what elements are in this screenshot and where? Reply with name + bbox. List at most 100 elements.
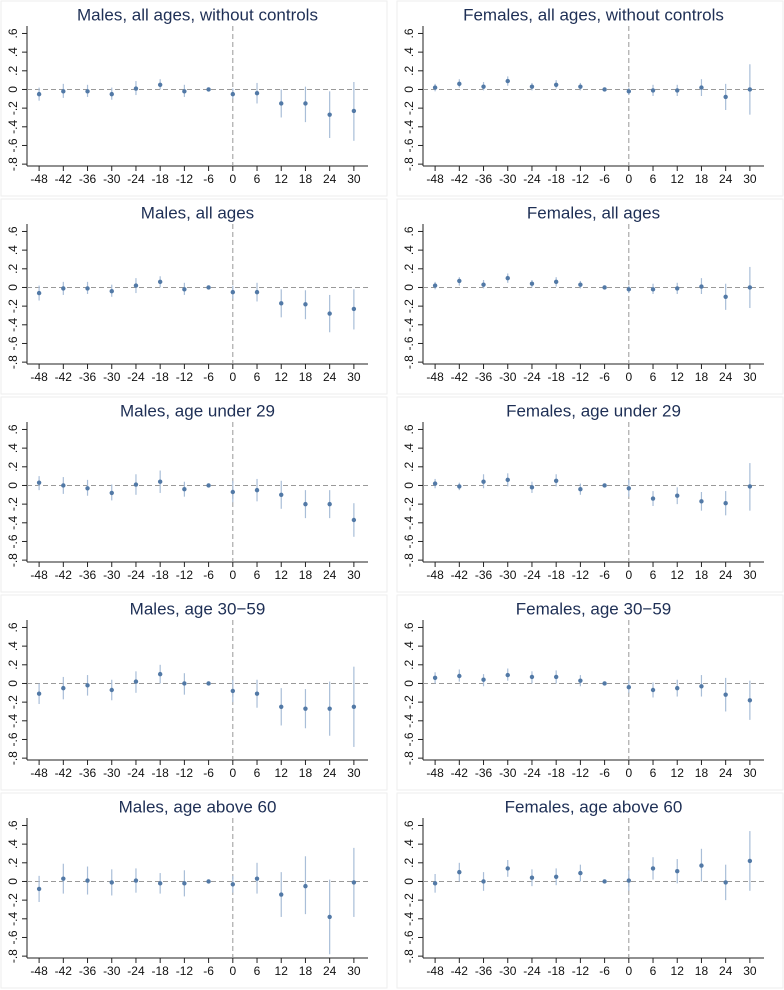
point-estimate bbox=[36, 480, 42, 485]
point-estimate bbox=[626, 287, 632, 292]
point-estimate bbox=[602, 483, 607, 488]
x-tick-label: -30 bbox=[103, 964, 121, 978]
point-estimate bbox=[699, 85, 704, 90]
x-tick-label: -48 bbox=[426, 172, 444, 186]
panel-frame bbox=[0, 0, 388, 197]
point-estimate bbox=[279, 704, 284, 709]
point-estimate bbox=[481, 677, 486, 682]
y-tick-label: -.8 bbox=[402, 157, 416, 171]
point-estimate bbox=[279, 301, 284, 306]
panel-title: Females, all ages bbox=[527, 203, 660, 222]
point-estimate bbox=[529, 485, 535, 490]
x-tick-label: -24 bbox=[523, 766, 541, 780]
point-estimate bbox=[723, 94, 728, 100]
point-estimate bbox=[109, 490, 114, 496]
x-tick-label: 24 bbox=[719, 172, 733, 186]
point-estimate bbox=[182, 487, 187, 492]
point-estimate bbox=[303, 101, 308, 106]
y-tick-label: .6 bbox=[402, 820, 416, 830]
x-tick-label: -18 bbox=[151, 568, 169, 582]
point-estimate bbox=[675, 869, 680, 874]
point-estimate bbox=[432, 283, 438, 288]
x-tick-label: -30 bbox=[103, 172, 121, 186]
x-tick-label: 12 bbox=[275, 964, 289, 978]
point-estimate bbox=[529, 84, 535, 89]
x-tick-label: -24 bbox=[523, 568, 541, 582]
x-tick-label: -42 bbox=[451, 766, 469, 780]
y-tick-label: -.6 bbox=[402, 138, 416, 152]
x-tick-label: -12 bbox=[572, 568, 590, 582]
point-estimate bbox=[505, 672, 510, 678]
point-estimate bbox=[723, 294, 728, 299]
x-tick-label: 12 bbox=[275, 766, 289, 780]
point-estimate bbox=[303, 883, 308, 889]
x-tick-label: -42 bbox=[451, 370, 469, 384]
point-estimate bbox=[254, 91, 260, 96]
point-estimate bbox=[327, 501, 332, 507]
x-tick-label: -12 bbox=[572, 370, 590, 384]
point-estimate bbox=[85, 486, 90, 491]
panel-frame bbox=[396, 792, 784, 989]
x-tick-label: -48 bbox=[30, 370, 48, 384]
x-tick-label: 6 bbox=[254, 568, 261, 582]
x-tick-label: -30 bbox=[499, 370, 517, 384]
y-tick-label: -.6 bbox=[6, 930, 20, 944]
y-tick-label: .2 bbox=[6, 461, 20, 471]
y-tick-label: -.4 bbox=[402, 911, 416, 925]
x-tick-label: 6 bbox=[254, 370, 261, 384]
x-tick-label: -36 bbox=[79, 964, 97, 978]
point-estimate bbox=[602, 681, 607, 686]
point-estimate bbox=[747, 87, 753, 92]
x-tick-label: -6 bbox=[599, 964, 610, 978]
point-estimate bbox=[675, 493, 680, 498]
x-tick-label: 12 bbox=[671, 370, 685, 384]
point-estimate bbox=[699, 284, 704, 289]
x-tick-label: 18 bbox=[695, 568, 709, 582]
y-tick-label: -.8 bbox=[402, 949, 416, 963]
point-estimate bbox=[206, 483, 211, 488]
x-tick-label: 24 bbox=[719, 370, 733, 384]
x-tick-label: 12 bbox=[275, 568, 289, 582]
x-tick-label: -18 bbox=[547, 370, 565, 384]
point-estimate bbox=[432, 85, 438, 90]
x-tick-label: -48 bbox=[30, 568, 48, 582]
point-estimate bbox=[36, 691, 42, 696]
panel-title: Males, all ages bbox=[141, 203, 254, 222]
x-tick-label: -36 bbox=[475, 766, 493, 780]
x-tick-label: 24 bbox=[719, 766, 733, 780]
point-estimate bbox=[432, 675, 438, 681]
point-estimate bbox=[481, 84, 486, 89]
y-tick-label: .2 bbox=[402, 65, 416, 75]
x-tick-label: -12 bbox=[176, 172, 194, 186]
y-tick-label: .2 bbox=[402, 659, 416, 669]
y-tick-label: -.6 bbox=[402, 534, 416, 548]
y-tick-label: 0 bbox=[402, 680, 416, 687]
x-tick-label: -24 bbox=[523, 172, 541, 186]
x-tick-label: -42 bbox=[55, 766, 73, 780]
x-tick-label: -48 bbox=[30, 964, 48, 978]
point-estimate bbox=[650, 866, 656, 871]
x-tick-label: 12 bbox=[671, 172, 685, 186]
point-estimate bbox=[505, 866, 510, 871]
x-tick-label: 12 bbox=[275, 370, 289, 384]
y-tick-label: -.2 bbox=[402, 497, 416, 511]
point-estimate bbox=[699, 863, 704, 868]
point-estimate bbox=[230, 91, 236, 97]
x-tick-label: 30 bbox=[743, 370, 757, 384]
y-tick-label: .2 bbox=[6, 65, 20, 75]
y-tick-label: .6 bbox=[402, 622, 416, 632]
point-estimate bbox=[723, 880, 728, 885]
x-tick-label: -48 bbox=[30, 172, 48, 186]
point-estimate bbox=[230, 882, 236, 887]
y-tick-label: .4 bbox=[6, 47, 20, 57]
x-tick-label: -36 bbox=[79, 766, 97, 780]
point-estimate bbox=[626, 878, 632, 883]
point-estimate bbox=[723, 692, 728, 697]
x-tick-label: -24 bbox=[127, 568, 145, 582]
x-tick-label: -36 bbox=[79, 172, 97, 186]
point-estimate bbox=[85, 89, 90, 94]
y-tick-label: -.8 bbox=[6, 553, 20, 567]
y-tick-label: 0 bbox=[402, 482, 416, 489]
x-tick-label: -12 bbox=[176, 370, 194, 384]
x-tick-label: -12 bbox=[176, 568, 194, 582]
